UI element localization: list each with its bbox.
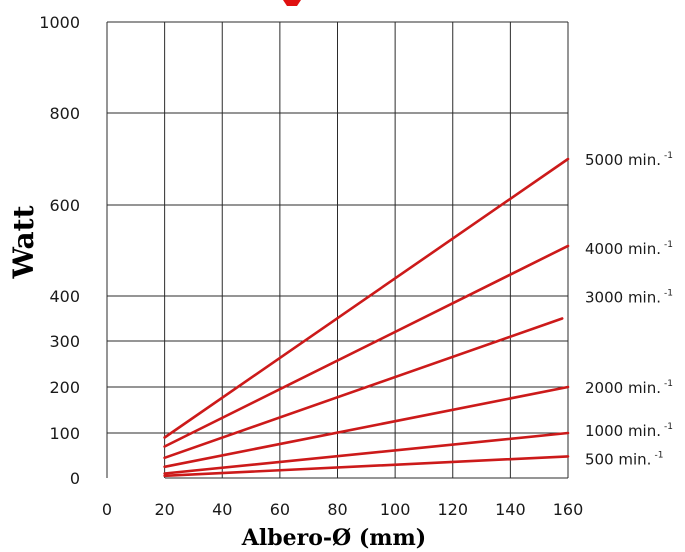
y-tick-label: 400 [49,287,80,306]
y-tick-label: 300 [49,332,80,351]
series-line [163,455,570,478]
y-tick-label: 100 [49,424,80,443]
y-tick-labels: 0 100 200 300 400 600 800 1000 [39,13,80,488]
x-axis-title: Albero-Ø (mm) [241,525,426,551]
series-line [163,157,570,439]
x-tick-label: 140 [495,500,526,519]
x-tick-label: 100 [380,500,411,519]
series-label: 4000 min. -1 [585,240,673,258]
series-label: 1000 min. -1 [585,422,673,440]
series-label: 500 min. -1 [585,450,663,468]
series-label: 3000 min. -1 [585,289,673,307]
cropped-heading-fragment [283,0,301,6]
x-tick-label: 80 [327,500,347,519]
y-tick-label: 200 [49,378,80,397]
x-tick-label: 160 [553,500,584,519]
x-tick-label: 120 [437,500,468,519]
series-lines [163,157,570,478]
y-tick-label: 600 [49,196,80,215]
series-line [163,385,570,469]
y-axis-title: Watt [7,205,40,279]
y-tick-label: 1000 [39,13,80,32]
series-line [163,244,570,448]
series-line [163,317,564,460]
y-tick-label: 0 [70,469,80,488]
x-tick-label: 20 [154,500,174,519]
y-tick-label: 800 [49,104,80,123]
x-tick-label: 40 [212,500,232,519]
x-tick-label: 60 [270,500,290,519]
x-tick-labels: 0 20 40 60 80 100 120 140 160 [102,500,583,519]
x-tick-label: 0 [102,500,112,519]
series-label: 5000 min. -1 [585,151,673,169]
series-labels: 5000 min. -1 4000 min. -1 3000 min. -1 2000 mi… [585,151,673,468]
series-line [163,431,570,475]
series-label: 2000 min. -1 [585,379,673,397]
